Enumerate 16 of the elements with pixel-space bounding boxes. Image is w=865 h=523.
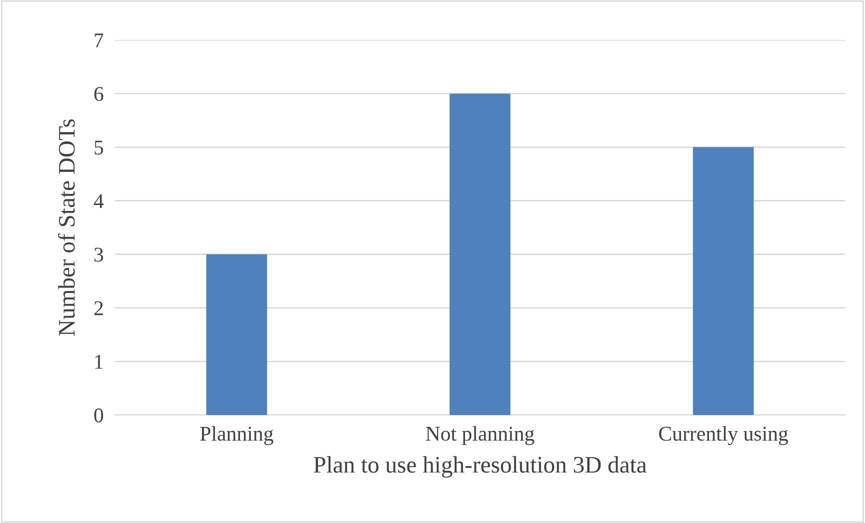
bar — [692, 147, 754, 415]
y-tick-label: 3 — [94, 248, 104, 262]
y-tick-label: 6 — [94, 87, 104, 102]
y-axis-title: Number of State DOTs — [58, 119, 75, 336]
y-tick-label: 7 — [94, 34, 104, 48]
bar — [450, 94, 510, 415]
x-axis-title: Plan to use high-resolution 3D data — [314, 456, 647, 478]
x-tick-label: Currently using — [659, 426, 788, 446]
y-tick-label: 4 — [94, 194, 104, 208]
y-tick-label: 5 — [94, 140, 104, 155]
bar — [206, 254, 268, 415]
x-tick-label: Planning — [200, 426, 274, 446]
y-tick-label: 0 — [94, 408, 104, 422]
y-tick-label: 1 — [95, 354, 103, 369]
x-tick-label: Not planning — [426, 426, 534, 446]
y-tick-label: 2 — [94, 301, 103, 316]
